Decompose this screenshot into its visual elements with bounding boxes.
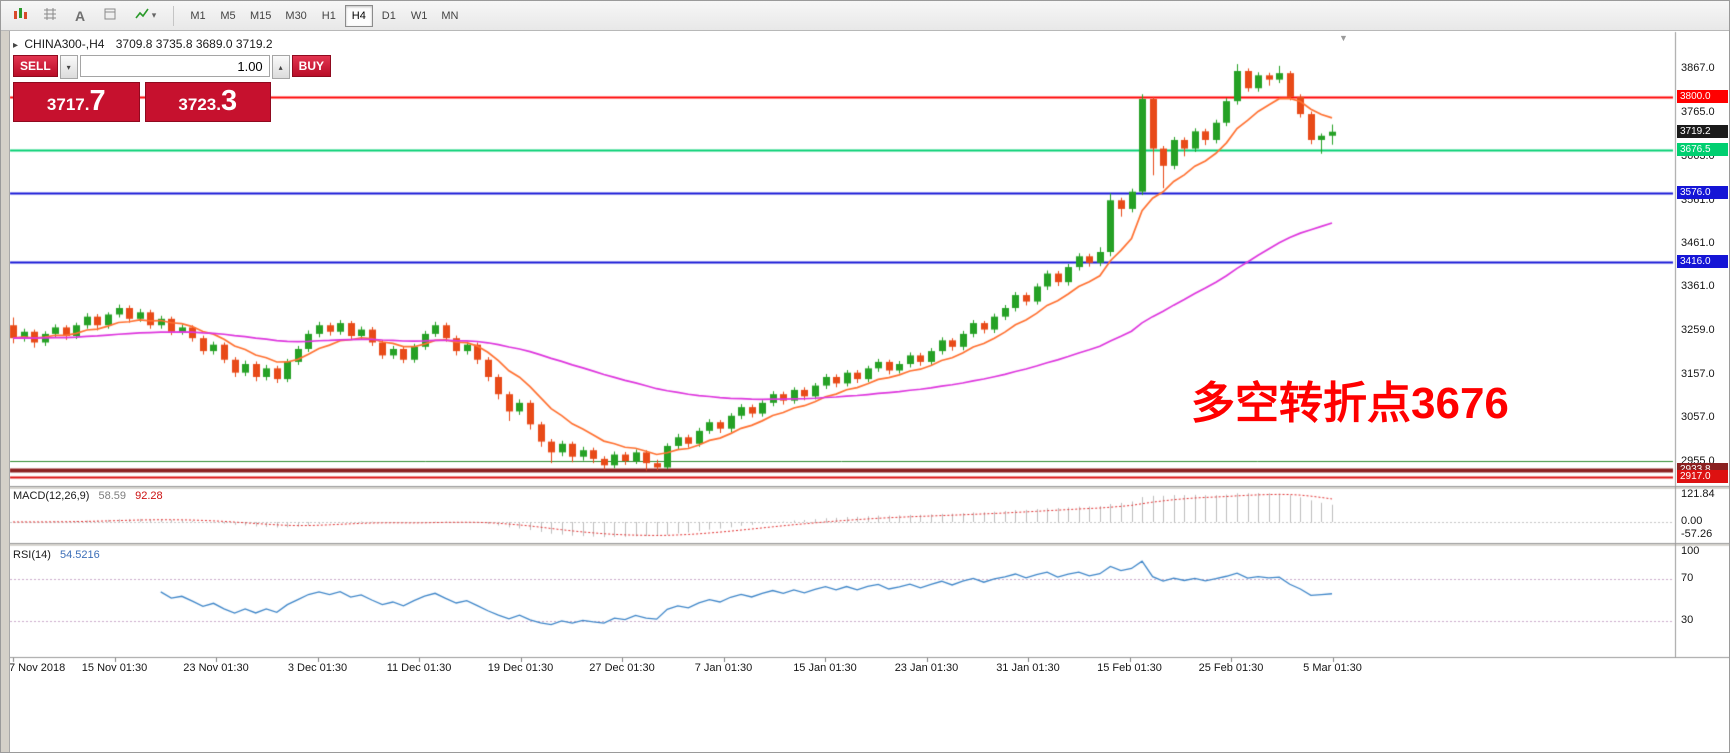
scroll-marker-icon: ▼ [1339,33,1348,43]
volume-up-button[interactable]: ▴ [271,55,290,79]
left-panel-strip [1,31,10,752]
rsi-panel-label: RSI(14) 54.5216 [13,549,100,561]
buy-button[interactable]: BUY [291,55,332,77]
sell-price-big: 7 [89,85,106,117]
grid-icon [42,6,58,25]
timeframe-m30-button[interactable]: M30 [279,5,312,27]
candlestick-chart-icon [12,6,28,25]
indicators-caret-icon: ▾ [151,10,157,20]
one-click-trading-panel: SELL ▾ ▴ BUY 3717. 7 3723. 3 [13,55,332,122]
timeframe-group: M1 M5 M15 M30 H1 H4 D1 W1 MN [184,4,464,27]
sell-price-main: 3717. [46,95,90,114]
timeframe-h4-button[interactable]: H4 [344,4,373,27]
timeframe-h1-button[interactable]: H1 [315,5,343,27]
indicators-button[interactable]: ▾ [127,4,163,28]
macd-panel-label: MACD(12,26,9) 58.59 92.28 [13,490,163,502]
timeframe-m15-button[interactable]: M15 [244,5,277,27]
grid-button[interactable] [37,4,63,28]
chart-text-annotation: 多空转折点3676 [1191,379,1509,428]
volume-dropdown-button[interactable]: ▾ [59,55,78,79]
rsi-name: RSI(14) [13,549,51,561]
timeframe-w1-button[interactable]: W1 [405,5,434,27]
macd-name: MACD(12,26,9) [13,490,90,502]
rsi-value: 54.5216 [59,549,100,561]
volume-dropdown-icon: ▾ [66,62,71,72]
symbol-marker-icon: ▸ [13,40,19,51]
volume-up-icon: ▴ [278,62,283,72]
volume-input[interactable] [79,55,270,77]
symbol-header: ▸ CHINA300-,H4 3709.8 3735.8 3689.0 3719… [13,37,273,51]
template-icon [102,6,118,25]
timeframe-m5-button[interactable]: M5 [214,5,242,27]
text-tool-button[interactable]: A [67,4,93,28]
macd-main-value: 58.59 [98,490,127,502]
timeframe-mn-button[interactable]: MN [435,5,464,27]
macd-signal-value: 92.28 [135,490,163,502]
toolbar-separator [173,5,174,26]
ohlc-values: 3709.8 3735.8 3689.0 3719.2 [115,37,273,51]
indicators-icon [134,6,150,25]
timeframe-d1-button[interactable]: D1 [375,5,403,27]
template-button[interactable] [97,4,123,28]
symbol-name: CHINA300-,H4 [24,37,105,51]
buy-price-main: 3723. [178,95,221,114]
chart-type-button[interactable] [7,4,33,28]
toolbar: A ▾ M1 M5 M15 M30 H1 H4 D1 W1 MN [1,1,1729,31]
buy-price-panel[interactable]: 3723. 3 [144,82,271,122]
buy-price-big: 3 [220,85,238,117]
text-tool-icon: A [74,7,86,24]
sell-button[interactable]: SELL [13,55,58,77]
sell-price-panel[interactable]: 3717. 7 [13,82,140,122]
timeframe-m1-button[interactable]: M1 [184,5,212,27]
